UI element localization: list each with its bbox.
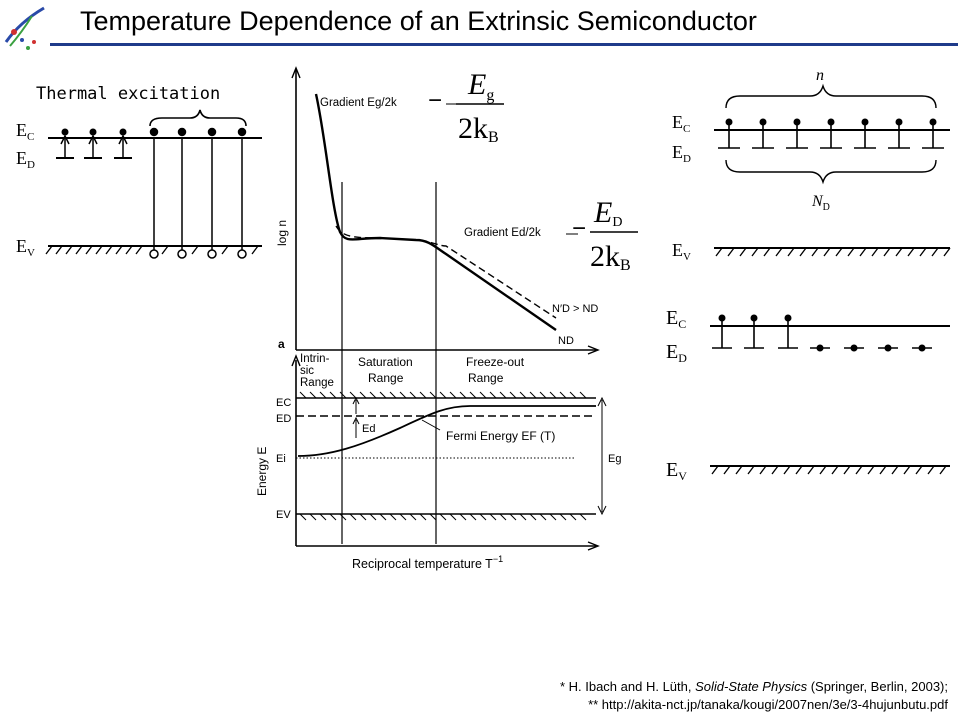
main-figure: log n a Gradient Eg/2k Gradient Ed/2k N′… <box>255 66 621 571</box>
range-saturation-1: Saturation <box>358 355 413 369</box>
formula-ed-den: 2kB <box>590 240 631 274</box>
right-n-label: n <box>816 67 824 84</box>
right-ec-label-1: EC <box>672 112 690 135</box>
left-ec-label: EC <box>16 120 34 143</box>
top-ylabel: log n <box>275 220 289 246</box>
formula-ed-minus: − <box>572 215 586 242</box>
formula-eg-num: Eg <box>467 68 494 104</box>
right-ev-hatching-1 <box>715 247 951 257</box>
legend-nd: ND <box>558 335 574 347</box>
panel-letter: a <box>278 337 285 351</box>
gradient-ed-label: Gradient Ed/2k <box>464 227 541 239</box>
left-ev-hatching <box>45 245 259 255</box>
range-intrinsic-2: sic <box>300 365 314 377</box>
right-ed-label-2: ED <box>666 341 687 365</box>
left-brace <box>149 109 247 127</box>
left-donor-levels <box>56 128 132 159</box>
left-ev-label: EV <box>16 236 35 259</box>
references: * H. Ibach and H. Lüth, Solid-State Phys… <box>560 678 948 714</box>
left-ed-label: ED <box>16 148 35 171</box>
reference-2: ** http://akita-nct.jp/tanaka/kougi/2007… <box>588 697 948 712</box>
right-brace-bottom <box>725 159 937 185</box>
right-electrons-1 <box>725 118 937 126</box>
bottom-ylabel: Energy E <box>255 447 269 496</box>
gradient-eg-label: Gradient Eg/2k <box>320 97 397 109</box>
bottom-xlabel: Reciprocal temperature T−1 <box>352 554 503 571</box>
range-saturation-2: Range <box>368 371 404 385</box>
bottom-ei-label: Ei <box>276 453 286 465</box>
bottom-ec-label: EC <box>276 397 291 409</box>
formula-eg: − Eg 2kB <box>428 68 504 146</box>
page-title: Temperature Dependence of an Extrinsic S… <box>80 6 757 36</box>
right-ev-label-1: EV <box>672 240 691 263</box>
logo-mark <box>4 6 45 50</box>
right-donors-1 <box>718 124 944 149</box>
left-band-diagram: EC ED EV <box>16 109 262 259</box>
range-intrinsic-3: Range <box>300 377 334 389</box>
right-electrons-2 <box>718 314 926 352</box>
formula-ed: − ED 2kB <box>572 196 638 274</box>
logo <box>2 2 48 54</box>
curve-nd-prime <box>335 225 557 319</box>
thermal-excitation-heading: Thermal excitation <box>36 84 221 104</box>
right-ev-label-2: EV <box>666 459 687 483</box>
title-underline <box>50 43 958 46</box>
legend-ndprime: N′D > ND <box>552 303 598 315</box>
bottom-ec-hatching <box>299 391 587 399</box>
right-band-diagrams: n EC ED ND EV EC ED <box>666 67 951 483</box>
formula-ed-num: ED <box>593 196 622 230</box>
range-intrinsic-1: Intrin- <box>300 353 330 365</box>
right-ev-hatching-2 <box>711 465 947 475</box>
formula-eg-den: 2kB <box>458 112 499 146</box>
formula-eg-minus: − <box>428 87 442 114</box>
range-freezeout-2: Range <box>468 371 504 385</box>
right-nd-label: ND <box>811 193 830 213</box>
right-donors-2 <box>712 320 932 349</box>
bottom-ev-hatching <box>299 513 587 521</box>
fermi-label: Fermi Energy EF (T) <box>446 429 555 443</box>
ed-arrow-label: Ed <box>362 423 375 435</box>
bottom-ed-label: ED <box>276 413 291 425</box>
left-interband-transitions <box>149 127 247 259</box>
fermi-curve <box>297 405 596 457</box>
range-freezeout-1: Freeze-out <box>466 355 525 369</box>
eg-label: Eg <box>608 453 621 465</box>
right-ec-label-2: EC <box>666 307 686 331</box>
right-brace-top <box>725 83 937 109</box>
curve-nd <box>314 93 557 331</box>
right-ed-label-1: ED <box>672 142 691 165</box>
bottom-ev-label: EV <box>276 509 291 521</box>
reference-1: * H. Ibach and H. Lüth, Solid-State Phys… <box>559 679 948 694</box>
